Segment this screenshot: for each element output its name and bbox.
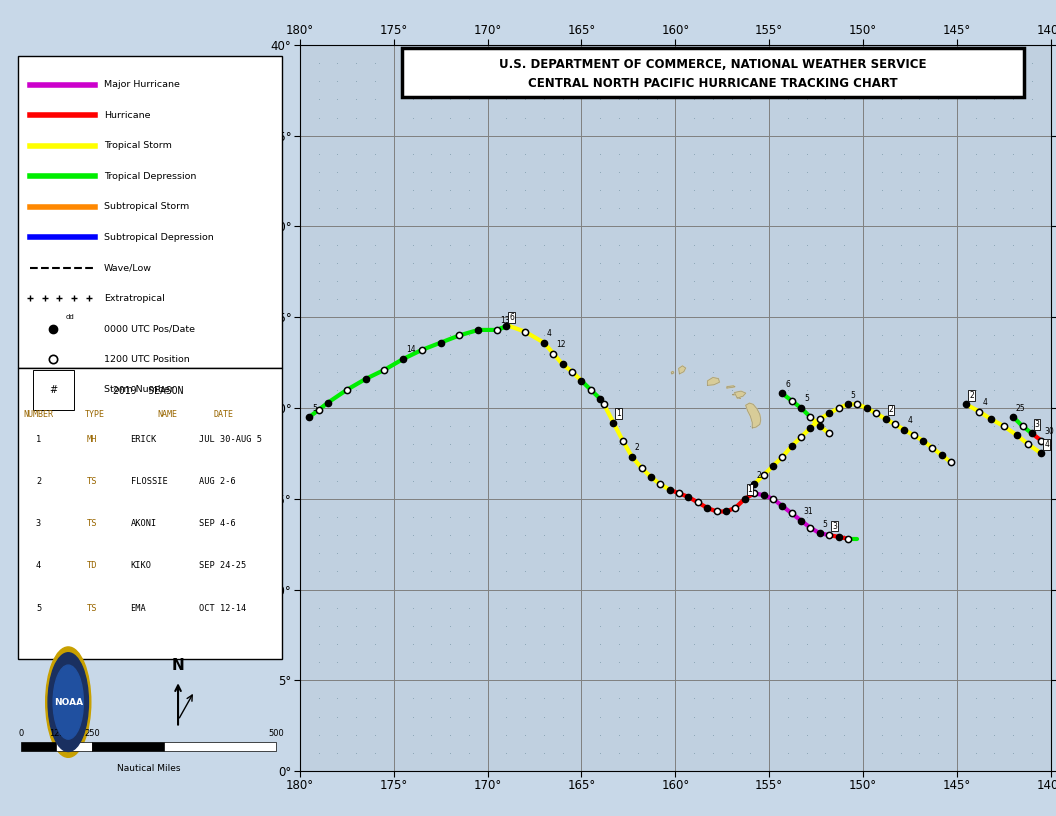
Polygon shape xyxy=(734,391,746,398)
Text: AUG 2-6: AUG 2-6 xyxy=(199,477,235,486)
Text: Tropical Depression: Tropical Depression xyxy=(103,172,196,181)
Text: 6: 6 xyxy=(785,380,790,389)
Text: 2: 2 xyxy=(36,477,41,486)
Text: OCT 12-14: OCT 12-14 xyxy=(199,604,246,613)
Text: #: # xyxy=(50,385,57,395)
Text: 12: 12 xyxy=(557,340,566,349)
Text: TS: TS xyxy=(87,604,97,613)
Text: U.S. DEPARTMENT OF COMMERCE, NATIONAL WEATHER SERVICE: U.S. DEPARTMENT OF COMMERCE, NATIONAL WE… xyxy=(499,59,926,71)
Text: 1: 1 xyxy=(36,435,41,444)
Text: FLOSSIE: FLOSSIE xyxy=(131,477,167,486)
Text: Extratropical: Extratropical xyxy=(103,294,165,303)
Text: 3: 3 xyxy=(36,519,41,529)
Bar xyxy=(92,742,164,751)
Text: 3: 3 xyxy=(617,409,621,418)
Bar xyxy=(21,742,57,751)
Text: 30: 30 xyxy=(1044,427,1054,436)
Bar xyxy=(57,742,92,751)
Text: 4: 4 xyxy=(1044,440,1049,449)
Text: 25: 25 xyxy=(1016,404,1025,413)
Text: SEP 4-6: SEP 4-6 xyxy=(199,519,235,529)
Text: 13: 13 xyxy=(499,317,509,326)
Text: TYPE: TYPE xyxy=(84,410,105,419)
FancyBboxPatch shape xyxy=(18,368,282,659)
Text: dd: dd xyxy=(65,314,74,320)
FancyBboxPatch shape xyxy=(402,47,1023,96)
Text: 4: 4 xyxy=(982,398,987,407)
Text: 250: 250 xyxy=(84,730,100,738)
Text: 2: 2 xyxy=(969,391,974,400)
Text: 500: 500 xyxy=(268,730,284,738)
Text: NOAA: NOAA xyxy=(54,698,82,707)
Text: 14: 14 xyxy=(406,345,416,354)
Text: 125: 125 xyxy=(49,730,64,738)
Text: 4: 4 xyxy=(907,416,912,425)
Text: 0000 UTC Pos/Date: 0000 UTC Pos/Date xyxy=(103,324,195,334)
Polygon shape xyxy=(672,371,674,374)
Text: NAME: NAME xyxy=(157,410,177,419)
Text: Subtropical Storm: Subtropical Storm xyxy=(103,202,189,211)
Polygon shape xyxy=(708,378,719,385)
Text: 3: 3 xyxy=(1035,420,1040,429)
Text: KIKO: KIKO xyxy=(131,561,152,570)
Text: 2: 2 xyxy=(635,443,640,453)
Text: Tropical Storm: Tropical Storm xyxy=(103,141,172,150)
Text: Wave/Low: Wave/Low xyxy=(103,264,152,273)
Circle shape xyxy=(53,665,83,739)
Text: JUL 30-AUG 5: JUL 30-AUG 5 xyxy=(199,435,262,444)
Text: TD: TD xyxy=(87,561,97,570)
Circle shape xyxy=(45,647,91,757)
Text: 6: 6 xyxy=(509,313,514,322)
Text: NUMBER: NUMBER xyxy=(23,410,54,419)
Text: 5: 5 xyxy=(804,394,809,403)
Text: ERICK: ERICK xyxy=(131,435,156,444)
Text: 1: 1 xyxy=(617,409,621,418)
FancyBboxPatch shape xyxy=(18,55,282,368)
Text: 2: 2 xyxy=(888,406,893,415)
Text: TS: TS xyxy=(87,519,97,529)
Polygon shape xyxy=(679,366,685,374)
Circle shape xyxy=(49,653,89,752)
Text: 3: 3 xyxy=(832,521,837,530)
Text: 5: 5 xyxy=(36,604,41,613)
Polygon shape xyxy=(727,386,735,388)
Text: 4: 4 xyxy=(36,561,41,570)
Text: 2019  SEASON: 2019 SEASON xyxy=(113,386,184,397)
Polygon shape xyxy=(746,403,760,428)
Text: DATE: DATE xyxy=(213,410,233,419)
Text: MH: MH xyxy=(87,435,97,444)
Text: Hurricane: Hurricane xyxy=(103,111,150,120)
Text: 5: 5 xyxy=(313,404,317,413)
Text: CENTRAL NORTH PACIFIC HURRICANE TRACKING CHART: CENTRAL NORTH PACIFIC HURRICANE TRACKING… xyxy=(528,77,898,90)
Text: 31: 31 xyxy=(804,507,813,516)
Text: 5: 5 xyxy=(851,391,855,400)
Text: 2: 2 xyxy=(757,471,761,480)
Text: 0: 0 xyxy=(18,730,23,738)
FancyBboxPatch shape xyxy=(33,370,74,410)
Text: EMA: EMA xyxy=(131,604,147,613)
Text: SEP 24-25: SEP 24-25 xyxy=(199,561,246,570)
Text: 4: 4 xyxy=(547,329,551,338)
Text: 5: 5 xyxy=(823,520,828,529)
Text: N: N xyxy=(172,658,185,673)
Text: 1200 UTC Position: 1200 UTC Position xyxy=(103,355,190,364)
Bar xyxy=(164,742,276,751)
Text: Major Hurricane: Major Hurricane xyxy=(103,80,180,89)
Text: TS: TS xyxy=(87,477,97,486)
Text: Subtropical Depression: Subtropical Depression xyxy=(103,233,213,242)
Text: Storm Number: Storm Number xyxy=(103,385,173,394)
Text: Nautical Miles: Nautical Miles xyxy=(116,764,181,773)
Text: 1: 1 xyxy=(748,486,752,494)
Text: AKONI: AKONI xyxy=(131,519,156,529)
